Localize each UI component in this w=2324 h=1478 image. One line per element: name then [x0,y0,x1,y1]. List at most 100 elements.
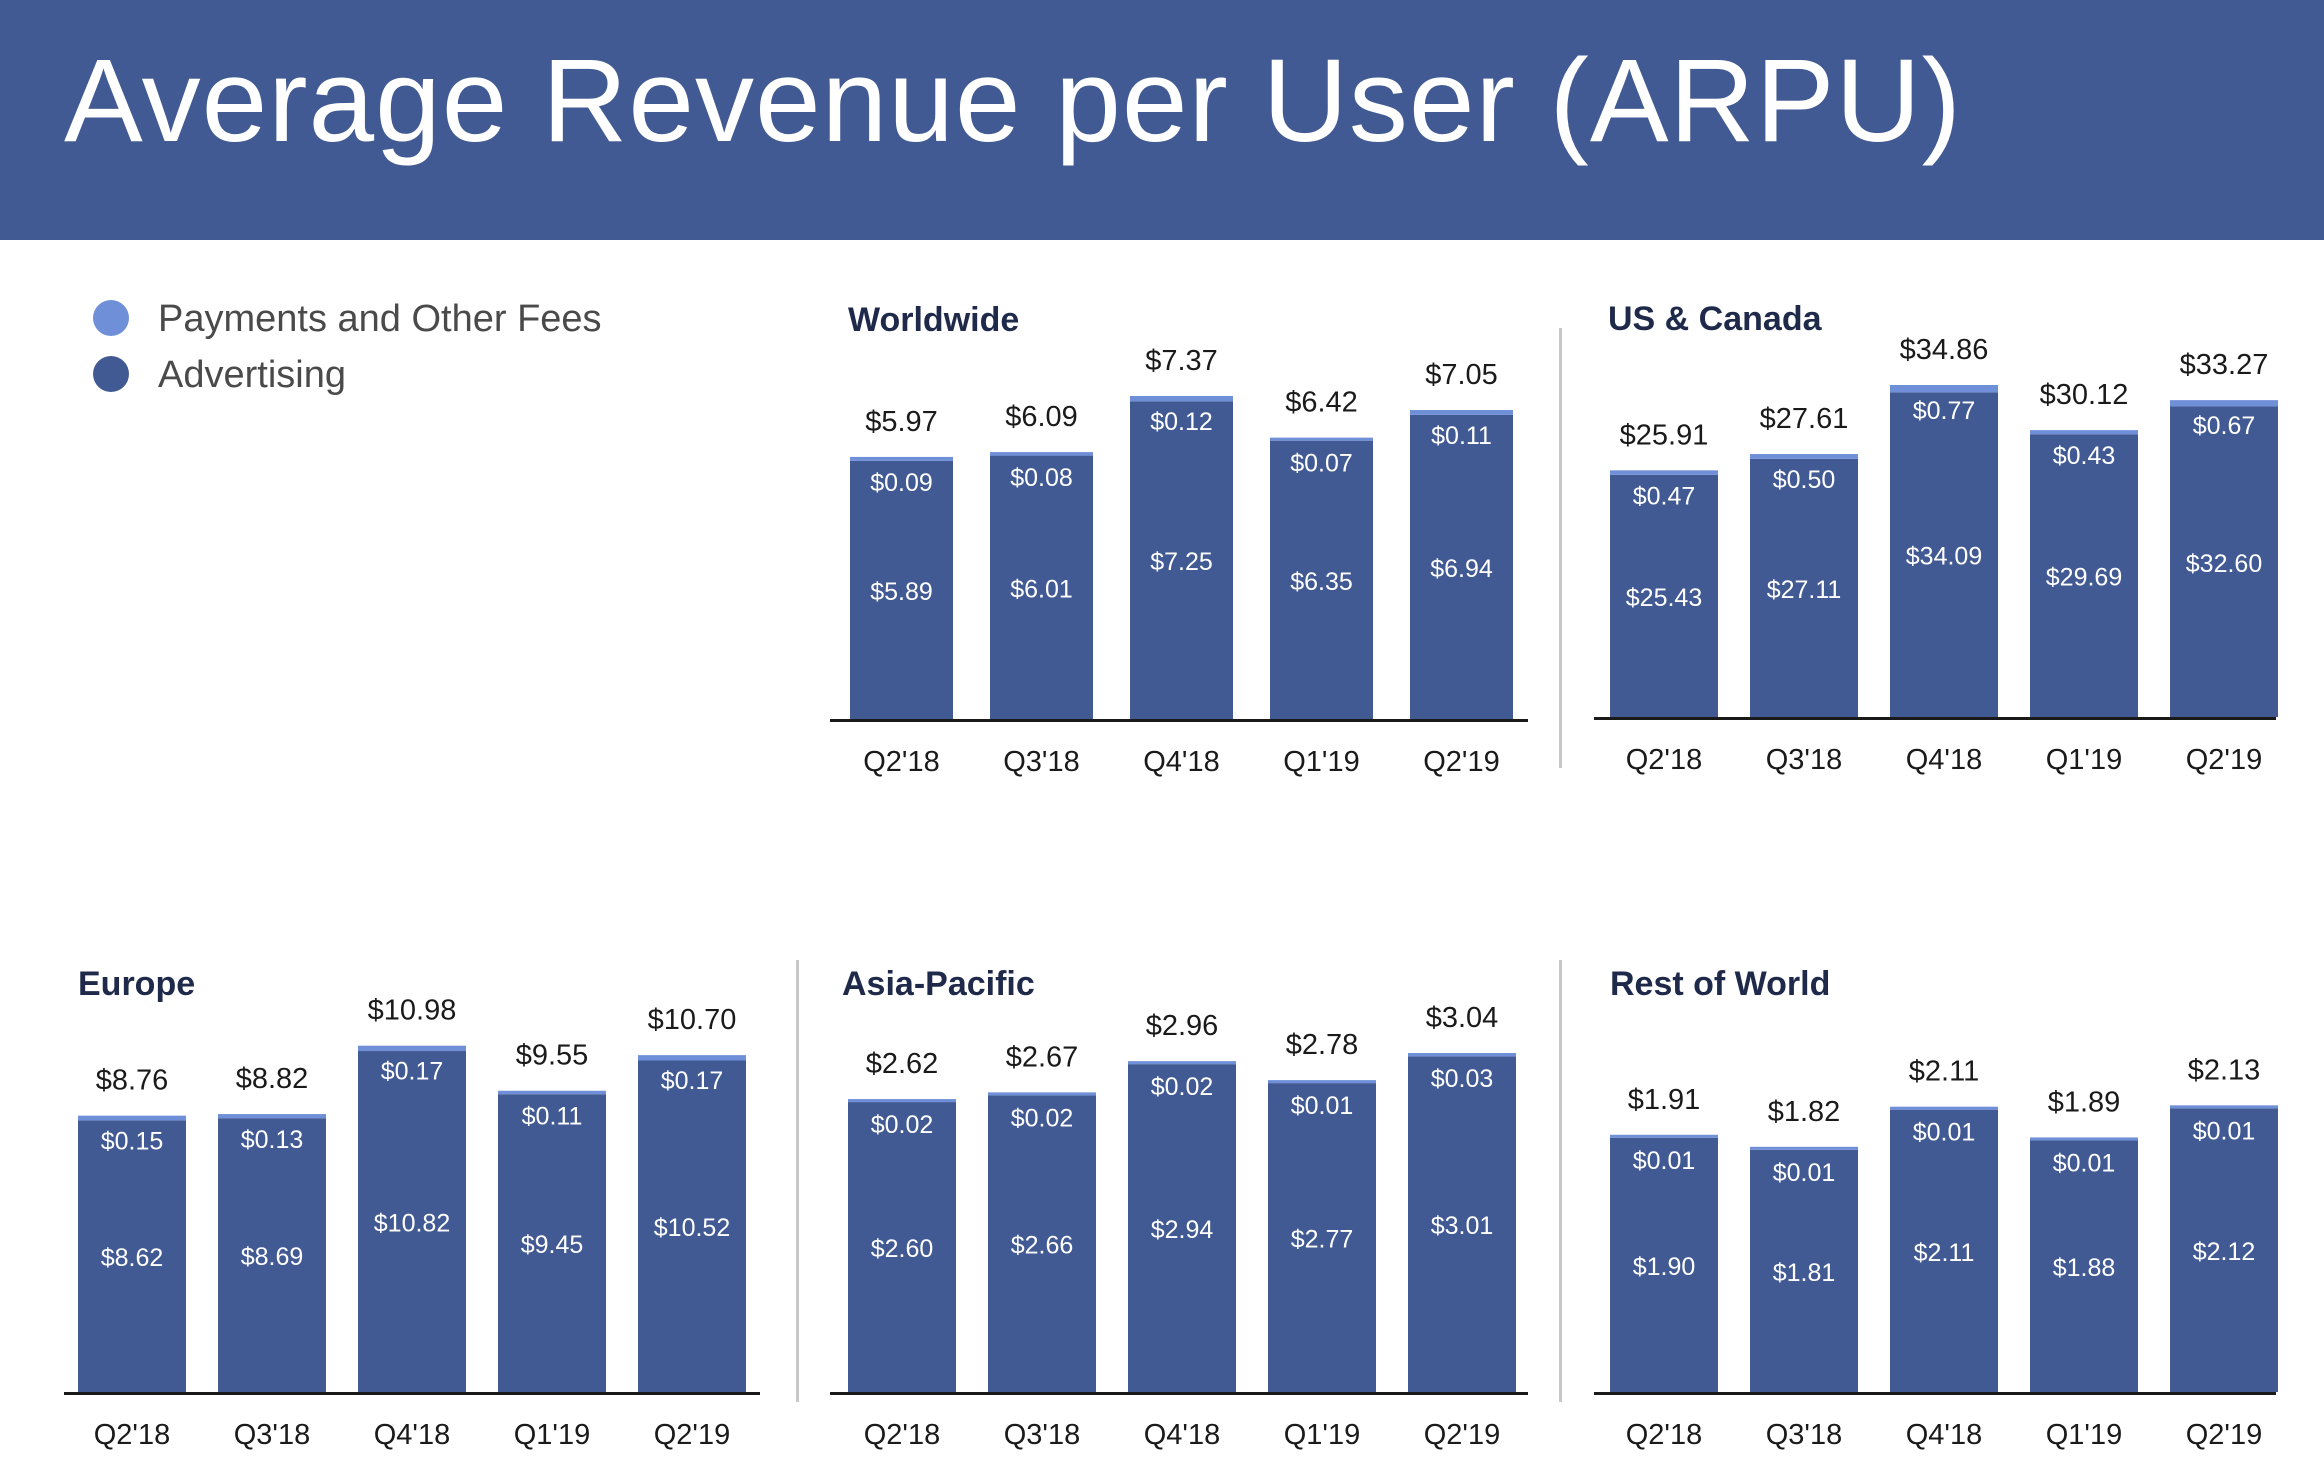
asia-pacific-label-payments: $0.02 [871,1111,934,1139]
worldwide-bar-advertising [850,460,953,719]
rest-of-world-bar-payments [1890,1106,1998,1110]
europe-label-total: $10.70 [648,1004,737,1036]
europe-bar-advertising [78,1120,186,1392]
us-canada-label-advertising: $29.69 [2046,564,2122,592]
europe-bar-payments [358,1045,466,1052]
asia-pacific-label-total: $2.62 [866,1048,939,1080]
divider-bottom-left [796,960,799,1402]
rest-of-world-chart-title: Rest of World [1610,965,1830,1003]
worldwide-label-total: $6.09 [1005,401,1078,433]
europe-tick-label: Q3'18 [234,1419,310,1451]
us-canada-bar-advertising [1750,458,1858,717]
rest-of-world-bar-payments [1750,1146,1858,1150]
asia-pacific-label-total: $3.04 [1426,1002,1499,1034]
worldwide-label-payments: $0.07 [1290,450,1353,478]
asia-pacific-bar-advertising [1408,1056,1516,1392]
rest-of-world-bar-advertising [1890,1109,1998,1392]
asia-pacific-label-payments: $0.02 [1151,1073,1214,1101]
asia-pacific-label-advertising: $3.01 [1431,1212,1494,1240]
us-canada-tick-label: Q1'19 [2046,744,2122,776]
rest-of-world-label-total: $2.13 [2188,1054,2261,1086]
europe-label-advertising: $8.69 [241,1243,304,1271]
asia-pacific-bar-payments [1128,1061,1236,1065]
asia-pacific-label-payments: $0.01 [1291,1092,1354,1120]
asia-pacific-bar-payments [988,1092,1096,1096]
worldwide-tick-label: Q2'18 [863,746,939,778]
us-canada-bar-advertising [2030,434,2138,717]
asia-pacific-bar-advertising [848,1102,956,1392]
us-canada-tick-label: Q4'18 [1906,744,1982,776]
us-canada-label-payments: $0.67 [2193,412,2256,440]
worldwide-label-total: $7.05 [1425,359,1498,391]
divider-top [1559,328,1562,768]
europe-bar-payments [498,1090,606,1095]
europe-label-total: $8.82 [236,1063,309,1095]
worldwide-bar-payments [990,452,1093,456]
us-canada-tick-label: Q2'18 [1626,744,1702,776]
title-banner: Average Revenue per User (ARPU) [0,0,2324,240]
rest-of-world-label-payments: $0.01 [2053,1149,2116,1177]
us-canada-label-total: $33.27 [2180,349,2269,381]
rest-of-world-bar-advertising [1750,1149,1858,1392]
us-canada-label-total: $25.91 [1620,419,1709,451]
page-title: Average Revenue per User (ARPU) [64,35,1962,167]
europe-label-payments: $0.13 [241,1126,304,1154]
rest-of-world-bar-payments [1610,1134,1718,1138]
rest-of-world-label-advertising: $1.88 [2053,1254,2116,1282]
asia-pacific-tick-label: Q4'18 [1144,1419,1220,1451]
us-canada-bar-advertising [1610,474,1718,717]
worldwide-label-payments: $0.09 [870,469,933,497]
europe-bar-advertising [218,1118,326,1392]
asia-pacific-bar-advertising [1128,1064,1236,1392]
worldwide-label-advertising: $5.89 [870,578,933,606]
europe-label-total: $8.76 [96,1065,169,1097]
us-canada-bar-payments [2170,400,2278,407]
worldwide-tick-label: Q2'19 [1423,746,1499,778]
europe-label-total: $9.55 [516,1040,589,1072]
europe-label-payments: $0.15 [101,1128,164,1156]
europe-tick-label: Q2'19 [654,1419,730,1451]
europe-label-payments: $0.11 [522,1103,583,1131]
asia-pacific-label-advertising: $2.77 [1291,1226,1354,1254]
worldwide-label-advertising: $6.94 [1430,555,1493,583]
europe-label-advertising: $8.62 [101,1244,164,1272]
rest-of-world-tick-label: Q4'18 [1906,1419,1982,1451]
asia-pacific-label-total: $2.67 [1006,1041,1079,1073]
rest-of-world-label-advertising: $2.12 [2193,1238,2256,1266]
europe-bar-advertising [638,1060,746,1392]
us-canada-bar-advertising [2170,406,2278,717]
divider-bottom-right [1559,960,1562,1402]
asia-pacific-bar-payments [1268,1080,1376,1084]
worldwide-chart-title: Worldwide [848,301,1019,339]
us-canada-label-payments: $0.77 [1913,397,1976,425]
europe-bar-advertising [358,1051,466,1392]
rest-of-world-bar-advertising [1610,1137,1718,1392]
europe-bar-payments [218,1114,326,1119]
asia-pacific-label-advertising: $2.66 [1011,1232,1074,1260]
worldwide-tick-label: Q4'18 [1143,746,1219,778]
rest-of-world-bar-payments [2170,1105,2278,1109]
europe-label-total: $10.98 [368,995,457,1027]
asia-pacific-bar-advertising [1268,1083,1376,1392]
us-canada-label-total: $30.12 [2040,379,2129,411]
rest-of-world-bar-payments [2030,1137,2138,1141]
worldwide-bar-payments [1130,396,1233,402]
worldwide-bar-payments [1270,437,1373,441]
us-canada-bar-payments [1750,454,1858,459]
rest-of-world-label-advertising: $1.81 [1773,1259,1836,1287]
rest-of-world-tick-label: Q3'18 [1766,1419,1842,1451]
europe-bar-payments [638,1055,746,1061]
europe-label-advertising: $10.82 [374,1210,450,1238]
rest-of-world-bar-advertising [2170,1108,2278,1392]
worldwide-bar-payments [1410,410,1513,415]
asia-pacific-tick-label: Q2'18 [864,1419,940,1451]
worldwide-tick-label: Q1'19 [1283,746,1359,778]
us-canada-bar-payments [2030,430,2138,435]
asia-pacific-bar-payments [1408,1053,1516,1057]
worldwide-bar-advertising [1130,401,1233,719]
us-canada-label-advertising: $32.60 [2186,550,2262,578]
us-canada-label-payments: $0.50 [1773,466,1836,494]
worldwide-label-total: $5.97 [865,406,938,438]
us-canada-label-total: $34.86 [1900,334,1989,366]
